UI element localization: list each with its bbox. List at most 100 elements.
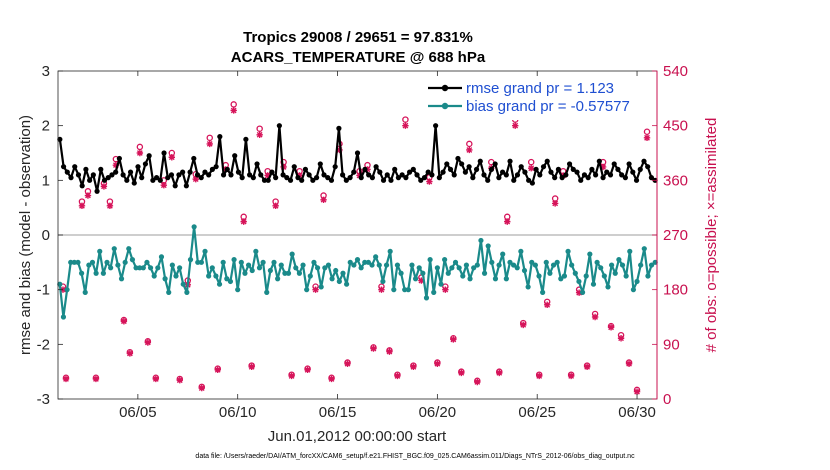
y-tick-label: -3	[37, 391, 50, 408]
rmse-point	[537, 172, 543, 178]
bias-point	[216, 281, 223, 287]
x-axis-label: Jun.01,2012 00:00:00 start	[268, 428, 447, 445]
rmse-point	[611, 161, 617, 167]
bias-point	[191, 224, 197, 230]
rmse-point	[395, 175, 402, 181]
rmse-point	[589, 166, 595, 172]
rmse-point	[459, 161, 465, 167]
bias-point	[206, 273, 212, 279]
rmse-point	[213, 164, 219, 170]
x-tick-label: 06/05	[119, 404, 157, 421]
rmse-point	[269, 169, 275, 175]
bias-point	[394, 262, 401, 268]
rmse-point	[440, 169, 446, 175]
rmse-point	[488, 166, 495, 172]
bias-point	[78, 270, 85, 276]
obs-assimilated-marker	[320, 196, 327, 203]
bias-point	[126, 246, 132, 252]
bias-point	[543, 259, 549, 265]
obs-assimilated-marker	[248, 363, 255, 371]
bias-point	[423, 295, 430, 301]
rmse-point	[191, 155, 197, 162]
obs-assimilated-marker	[176, 376, 183, 384]
rmse-point	[224, 166, 230, 172]
bias-point	[405, 287, 411, 293]
bias-point	[645, 273, 651, 279]
bias-point	[634, 278, 640, 285]
rmse-point	[68, 175, 74, 181]
bias-point	[383, 262, 390, 268]
rmse-point	[194, 172, 201, 178]
obs-assimilated-marker	[426, 178, 433, 185]
obs-assimilated-marker	[418, 277, 425, 284]
bias-point	[264, 289, 270, 295]
bias-point	[500, 251, 506, 257]
bias-point	[347, 259, 353, 265]
obs-assimilated-marker	[264, 172, 271, 179]
y-axis-label: rmse and bias (model - observation)	[17, 115, 34, 355]
obs-assimilated-marker	[328, 375, 335, 383]
obs-assimilated-marker	[160, 181, 168, 189]
bias-point	[173, 273, 179, 279]
rmse-point	[604, 169, 610, 175]
rmse-point	[499, 169, 506, 175]
obs-assimilated-marker	[599, 163, 607, 171]
rmse-point	[206, 172, 212, 178]
rmse-point	[180, 169, 186, 175]
rmse-point	[496, 175, 502, 181]
bias-point	[245, 262, 252, 268]
bias-point	[235, 287, 241, 293]
obs-assimilated-marker	[280, 163, 287, 171]
obs-assimilated-marker	[152, 375, 160, 383]
rmse-point	[552, 175, 558, 181]
obs-assimilated-marker	[112, 161, 120, 169]
obs-assimilated-marker	[296, 172, 303, 179]
obs-possible-marker	[527, 158, 535, 166]
rmse-point	[336, 125, 342, 131]
rmse-point	[105, 175, 111, 181]
rmse-point	[637, 166, 643, 172]
rmse-point	[313, 175, 320, 181]
bias-point	[609, 262, 615, 268]
obs-assimilated-marker	[474, 378, 481, 386]
bias-point	[492, 276, 499, 282]
bias-point	[314, 265, 321, 271]
bias-point	[198, 259, 204, 265]
rmse-point	[436, 175, 442, 181]
obs-assimilated-marker	[120, 318, 128, 325]
rmse-point	[403, 175, 409, 181]
rmse-point	[284, 175, 290, 181]
bias-point	[71, 259, 77, 265]
obs-assimilated-marker	[344, 360, 351, 367]
rmse-point	[72, 164, 78, 170]
rmse-point	[247, 172, 253, 178]
bias-point	[376, 262, 382, 268]
obs-assimilated-marker	[567, 372, 575, 380]
rmse-point	[358, 175, 364, 181]
rmse-point	[280, 172, 286, 178]
obs-assimilated-marker	[214, 366, 221, 374]
obs-possible-marker	[230, 101, 237, 108]
bias-point	[445, 270, 451, 276]
rmse-point	[98, 166, 104, 172]
bias-point	[576, 278, 582, 285]
bias-point	[572, 270, 578, 276]
rmse-point	[146, 153, 152, 159]
bias-point	[111, 246, 117, 252]
bias-point	[558, 276, 564, 282]
y-right-tick-label: 360	[663, 172, 688, 189]
bias-point	[115, 262, 121, 268]
obs-assimilated-marker	[198, 384, 205, 392]
bias-point	[412, 276, 419, 282]
bias-point	[540, 289, 546, 295]
obs-assimilated-marker	[126, 350, 134, 357]
obs-assimilated-marker	[625, 360, 633, 367]
bias-point	[60, 314, 67, 320]
y-tick-label: 1	[42, 172, 50, 189]
bias-point	[293, 265, 299, 271]
bias-point	[144, 259, 150, 265]
bias-point	[133, 265, 139, 271]
obs-possible-marker	[643, 128, 651, 135]
obs-assimilated-marker	[272, 202, 279, 210]
rmse-point	[302, 166, 309, 172]
